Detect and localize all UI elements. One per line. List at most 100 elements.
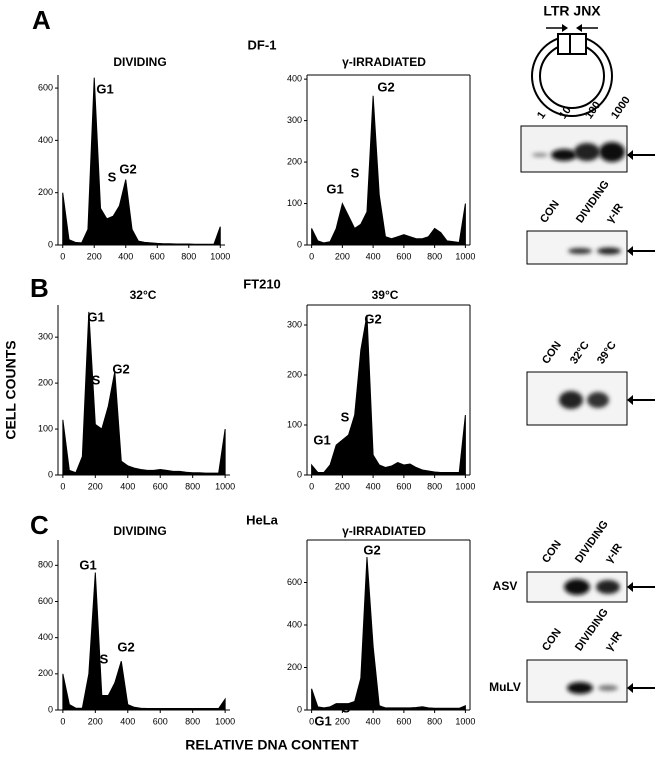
y-tick-label: 800 (38, 560, 53, 570)
x-axis-label: RELATIVE DNA CONTENT (185, 737, 359, 753)
lane-label: CON (538, 198, 562, 225)
x-tick-label: 1000 (455, 251, 475, 261)
y-tick-label: 200 (38, 187, 53, 197)
x-tick-label: 800 (427, 716, 442, 726)
y-tick-label: 0 (297, 239, 302, 249)
x-tick-label: 600 (396, 481, 411, 491)
phase-label: G1 (313, 432, 330, 447)
construct-diagram: LTR JNX (531, 3, 613, 117)
x-tick-label: 0 (309, 251, 314, 261)
blot-label: ASV (493, 579, 518, 593)
phase-label: S (100, 651, 109, 666)
lane-label: 100 (583, 99, 603, 121)
chart-title: γ-IRRADIATED (342, 524, 426, 538)
x-tick-label: 800 (427, 251, 442, 261)
y-tick-label: 600 (38, 82, 53, 92)
x-tick-label: 400 (366, 481, 381, 491)
y-tick-label: 0 (48, 469, 53, 479)
x-tick-label: 400 (366, 251, 381, 261)
panel-letter: B (30, 273, 49, 303)
y-tick-label: 400 (287, 619, 302, 629)
y-tick-label: 0 (297, 704, 302, 714)
phase-label: S (108, 169, 117, 184)
phase-label: G1 (96, 81, 113, 96)
histogram-area (62, 311, 226, 476)
y-tick-label: 600 (287, 577, 302, 587)
phase-label: G1 (79, 557, 96, 572)
x-tick-label: 200 (335, 716, 350, 726)
histogram-area (311, 95, 466, 246)
phase-label: G1 (314, 713, 331, 728)
x-tick-label: 1000 (215, 716, 235, 726)
lane-label: 10 (557, 104, 574, 121)
x-tick-label: 400 (118, 251, 133, 261)
cell-line: FT210 (243, 276, 281, 291)
y-tick-label: 200 (287, 156, 302, 166)
chart-title: DIVIDING (113, 55, 166, 69)
x-tick-label: 200 (335, 481, 350, 491)
lane-label: γ-IR (603, 629, 625, 653)
y-tick-label: 100 (287, 419, 302, 429)
y-tick-label: 300 (38, 332, 53, 342)
chart-title: γ-IRRADIATED (342, 55, 426, 69)
y-tick-label: 600 (38, 596, 53, 606)
phase-label: G2 (377, 79, 394, 94)
y-tick-label: 200 (287, 662, 302, 672)
phase-label: G2 (112, 361, 129, 376)
phase-label: S (92, 372, 101, 387)
panel-letter: A (32, 5, 51, 35)
lane-label: CON (540, 626, 564, 653)
lane-label: γ-IR (604, 201, 626, 225)
y-tick-label: 300 (287, 319, 302, 329)
histogram-area (311, 556, 466, 711)
x-tick-label: 200 (87, 251, 102, 261)
cell-line: HeLa (246, 512, 279, 527)
y-tick-label: 200 (38, 377, 53, 387)
x-tick-label: 0 (309, 716, 314, 726)
x-tick-label: 200 (88, 716, 103, 726)
x-tick-label: 0 (309, 481, 314, 491)
x-tick-label: 200 (88, 481, 103, 491)
x-tick-label: 600 (396, 716, 411, 726)
cell-line: DF-1 (248, 37, 277, 52)
x-tick-label: 0 (60, 481, 65, 491)
lane-label: 1 (535, 109, 548, 121)
x-tick-label: 800 (427, 481, 442, 491)
y-axis-label: CELL COUNTS (3, 340, 19, 439)
x-tick-label: 600 (153, 481, 168, 491)
y-tick-label: 100 (38, 423, 53, 433)
x-tick-label: 400 (120, 716, 135, 726)
y-tick-label: 400 (38, 135, 53, 145)
histogram-area (62, 77, 221, 246)
lane-label: CON (540, 538, 564, 565)
chart-title: 39°C (372, 288, 399, 302)
x-tick-label: 0 (60, 716, 65, 726)
blot-label: MuLV (489, 680, 521, 694)
blot (520, 125, 655, 703)
phase-label: G1 (87, 309, 104, 324)
panel-letter: C (30, 510, 49, 540)
x-tick-label: 0 (60, 251, 65, 261)
phase-label: S (351, 165, 360, 180)
lane-label: CON (540, 339, 564, 366)
y-tick-label: 0 (297, 469, 302, 479)
y-tick-label: 100 (287, 198, 302, 208)
phase-label: G1 (326, 181, 343, 196)
lane-label: 39°C (595, 339, 619, 366)
x-tick-label: 1000 (210, 251, 230, 261)
y-tick-label: 0 (48, 704, 53, 714)
x-tick-label: 800 (181, 251, 196, 261)
phase-label: G2 (364, 311, 381, 326)
phase-label: G2 (119, 161, 136, 176)
x-tick-label: 600 (150, 251, 165, 261)
x-tick-label: 200 (335, 251, 350, 261)
x-tick-label: 1000 (455, 716, 475, 726)
y-tick-label: 200 (287, 369, 302, 379)
histogram-area (311, 314, 466, 476)
x-tick-label: 600 (153, 716, 168, 726)
y-tick-label: 300 (287, 115, 302, 125)
y-tick-label: 200 (38, 668, 53, 678)
x-tick-label: 800 (185, 481, 200, 491)
y-tick-label: 400 (287, 74, 302, 84)
